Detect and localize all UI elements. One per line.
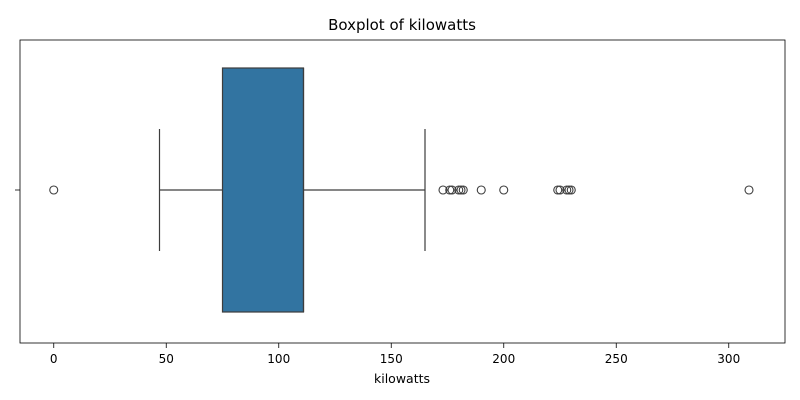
box-layer <box>158 67 426 313</box>
x-tick-label: 300 <box>717 352 740 366</box>
outlier-point <box>566 185 576 195</box>
outlier-point <box>553 185 563 195</box>
plot-area-frame <box>19 39 786 344</box>
outlier-point <box>555 185 565 195</box>
outlier-point <box>454 185 464 195</box>
outlier-point <box>499 185 509 195</box>
outlier-point <box>458 185 468 195</box>
outlier-layer <box>49 185 754 195</box>
x-tick-label: 0 <box>50 352 58 366</box>
outlier-point <box>438 185 448 195</box>
outlier-point <box>49 185 59 195</box>
x-tick-label: 50 <box>159 352 174 366</box>
x-axis-label: kilowatts <box>374 371 430 386</box>
outlier-point <box>562 185 572 195</box>
outlier-point <box>744 185 754 195</box>
x-tick-label: 200 <box>492 352 515 366</box>
outlier-point <box>476 185 486 195</box>
outlier-point <box>456 185 466 195</box>
chart-title: Boxplot of kilowatts <box>328 16 476 34</box>
x-tick-label: 100 <box>267 352 290 366</box>
outlier-point <box>445 185 455 195</box>
x-tick-label: 150 <box>380 352 403 366</box>
outlier-point <box>564 185 574 195</box>
outlier-point <box>447 185 457 195</box>
interquartile-box <box>221 67 305 313</box>
x-tick-label: 250 <box>605 352 628 366</box>
x-axis-ticks: 0 50 100 150 200 250 300 <box>50 343 740 366</box>
